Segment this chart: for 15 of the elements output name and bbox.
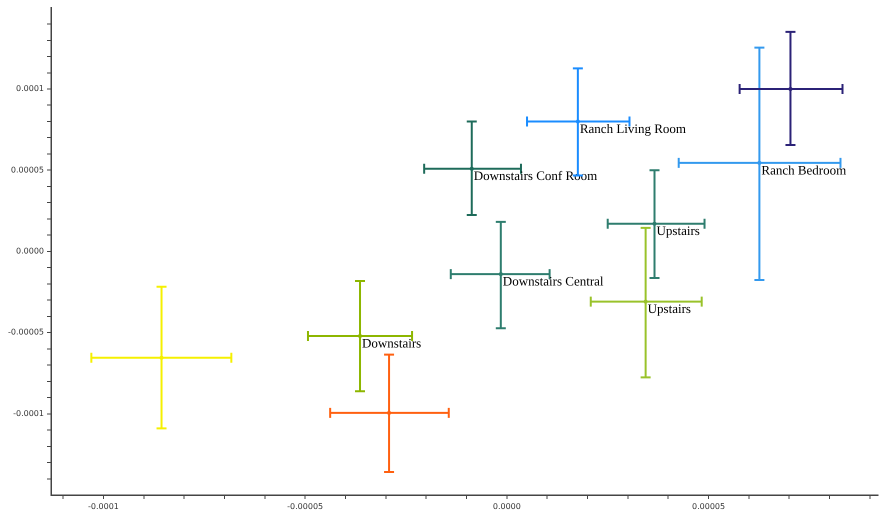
- x-tick-label: 0.00005: [692, 502, 726, 511]
- series-label: Ranch Living Room: [580, 120, 686, 136]
- series-label: Ranch Bedroom: [761, 162, 846, 178]
- y-tick-label: 0.0000: [16, 246, 44, 256]
- y-tick-label: 0.0001: [16, 84, 44, 94]
- series-label: Downstairs Central: [502, 274, 604, 289]
- x-tick-label: 0.0000: [492, 502, 521, 511]
- y-tick-label: -0.00005: [8, 328, 44, 337]
- series-label: Upstairs: [648, 301, 691, 316]
- series-label: Upstairs: [656, 223, 700, 238]
- x-tick-label: -0.0001: [88, 502, 119, 511]
- x-tick-label: -0.00005: [287, 502, 324, 511]
- y-tick-label: 0.00005: [10, 165, 44, 174]
- series-label: Downstairs: [362, 335, 422, 350]
- y-tick-label: -0.0001: [13, 408, 44, 418]
